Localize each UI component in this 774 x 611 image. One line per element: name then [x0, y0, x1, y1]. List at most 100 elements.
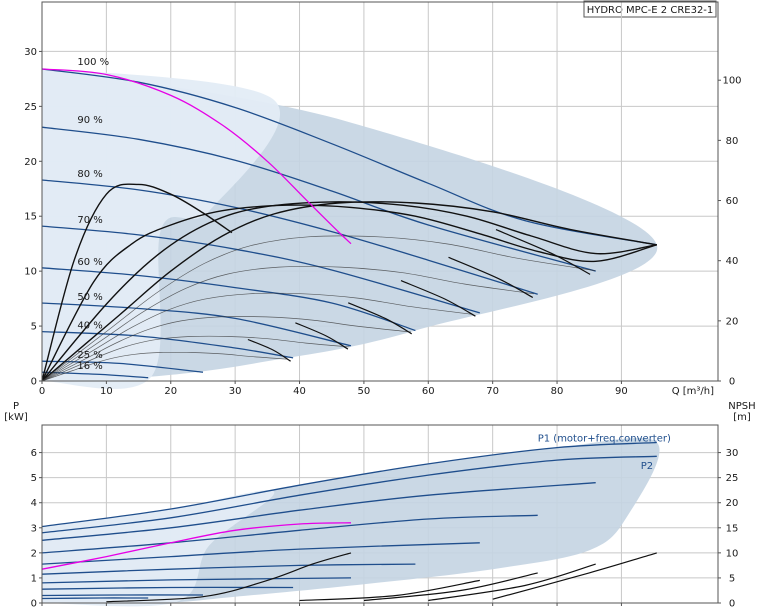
curve-70- [41, 225, 480, 314]
y-right-tick-label: 0 [729, 377, 735, 388]
y-right-tick-label: 25 [726, 473, 739, 484]
curve-50- [41, 302, 352, 347]
y-right-tick-label: 10 [726, 548, 739, 559]
power-highlight-curve [41, 522, 352, 570]
efficiency-curve [41, 201, 657, 382]
x-tick-label: 20 [164, 386, 177, 397]
x-tick-label: 10 [100, 386, 113, 397]
efficiency-end-segment [295, 322, 349, 350]
y-right-tick-label: 20 [726, 498, 739, 509]
x-tick-label: 80 [551, 386, 564, 397]
curve-p1-80- [41, 514, 538, 554]
plot-frame [41, 424, 719, 604]
speed-label: 90 % [77, 115, 102, 126]
efficiency-end-segment [347, 302, 413, 335]
y-tick-label: 30 [24, 47, 37, 58]
curve-p1-70- [41, 542, 480, 565]
efficiency-end-segment [400, 280, 476, 317]
y-tick-label: 0 [31, 599, 37, 610]
speed-label: 50 % [77, 292, 102, 303]
speed-label: 60 % [77, 257, 102, 268]
efficiency-curve-thin [41, 316, 411, 382]
plot-frame [41, 1, 719, 382]
curve-p1-40- [41, 586, 294, 590]
legend-label: P2 [641, 461, 653, 472]
npsh-curve [428, 563, 596, 602]
head-speed-curves [41, 68, 657, 379]
efficiency-curves [41, 183, 657, 382]
y-tick-label: 3 [31, 523, 37, 534]
curve-25- [41, 360, 204, 373]
y-right-tick-label: 20 [726, 316, 739, 327]
y-right-axis-unit: [m] [733, 412, 751, 423]
speed-label: 16 % [77, 361, 102, 372]
head-highlight-curve [41, 68, 352, 245]
y-tick-label: 1 [31, 573, 37, 584]
efficiency-end-segment [448, 256, 534, 299]
npsh-curve [363, 572, 538, 602]
chart-title: HYDRO MPC-E 2 CRE32-1 [587, 5, 714, 16]
x-tick-label: 70 [486, 386, 499, 397]
y-tick-label: 6 [31, 448, 37, 459]
efficiency-curve-thin [41, 235, 596, 382]
curve-16- [41, 371, 149, 379]
npsh-curve [299, 579, 480, 602]
x-tick-label: 60 [422, 386, 435, 397]
y-right-tick-label: 0 [729, 599, 735, 610]
efficiency-curve-thin [41, 265, 534, 382]
x-tick-label: 40 [293, 386, 306, 397]
efficiency-curve-thin [41, 351, 288, 382]
speed-labels: 100 % 90 % 80 % 70 % 60 % 50 % 40 % 25 %16 % [77, 57, 109, 372]
y-tick-label: 2 [31, 548, 37, 559]
speed-label: 80 % [77, 169, 102, 180]
efficiency-curve [41, 201, 657, 382]
efficiency-curve-thin [41, 335, 350, 382]
highlight-curve [41, 522, 352, 570]
curve-p1-50- [41, 577, 352, 584]
curve-p2-100- [41, 455, 657, 534]
chart-title-box [583, 0, 717, 18]
npsh-curve [492, 552, 657, 600]
curve-p1-16- [41, 597, 149, 600]
efficiency-end-segment [495, 229, 591, 275]
y-right-tick-label: 15 [726, 523, 739, 534]
y-tick-label: 10 [24, 267, 37, 278]
head-axes: 0 10 20 30 40 50 60 70 80 90 0 5 10 15 20 25 30 0 20 40 60 80… [24, 1, 742, 397]
curve-p1-100- [41, 441, 657, 528]
power-axes: 0 1 2 3 4 5 6 0 5 10 15 20 25 30 P[kW] NPSH[m] [4, 401, 755, 610]
y-right-tick-label: 100 [722, 76, 741, 87]
power-legend-labels: P1 (motor+freq.converter) P2 [538, 433, 671, 472]
y-axis-unit: [kW] [4, 412, 28, 423]
y-right-tick-label: 40 [726, 256, 739, 267]
efficiency-end-segment [247, 338, 291, 362]
y-tick-label: 5 [31, 322, 37, 333]
speed-label: 70 % [77, 215, 102, 226]
y-tick-label: 15 [24, 212, 37, 223]
y-right-tick-label: 80 [726, 136, 739, 147]
y-axis-title: P [13, 401, 19, 412]
y-tick-label: 0 [31, 377, 37, 388]
curve-80- [41, 179, 538, 295]
x-tick-label: 50 [358, 386, 371, 397]
curve-p1-60- [41, 563, 416, 575]
x-tick-label: 90 [615, 386, 628, 397]
y-tick-label: 20 [24, 157, 37, 168]
curve-p1-90- [41, 482, 596, 541]
y-right-tick-label: 60 [726, 196, 739, 207]
npsh-curves [106, 552, 657, 603]
y-tick-label: 5 [31, 473, 37, 484]
curve-60- [41, 267, 416, 332]
x-tick-label: 0 [39, 386, 45, 397]
y-tick-label: 25 [24, 102, 37, 113]
highlight-curve [41, 68, 352, 245]
curve-100- [41, 68, 657, 246]
efficiency-curve-thin [41, 292, 473, 382]
y-right-tick-label: 30 [726, 448, 739, 459]
efficiency-curve [41, 183, 233, 382]
y-right-tick-label: 5 [729, 573, 735, 584]
x-tick-label: 30 [229, 386, 242, 397]
power-curves [41, 441, 657, 600]
speed-label: 40 % [77, 321, 102, 332]
y-right-axis-title: NPSH [728, 401, 755, 412]
